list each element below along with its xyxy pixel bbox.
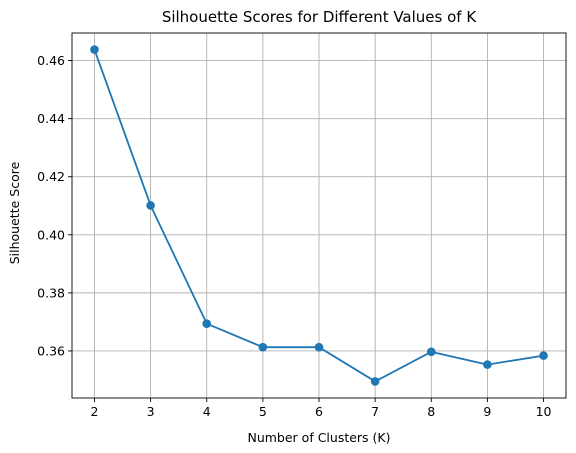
y-axis: 0.36 0.38 0.40 0.42 0.44 0.46 — [37, 53, 72, 358]
data-point — [314, 342, 324, 352]
data-point — [370, 377, 380, 386]
x-tick-label: 9 — [483, 404, 491, 419]
y-axis-label: Silhouette Score — [7, 161, 22, 264]
x-axis: 2 3 4 5 6 7 8 9 10 — [90, 398, 552, 419]
y-tick-label: 0.36 — [37, 343, 65, 358]
data-point — [539, 351, 548, 360]
x-tick-label: 6 — [315, 404, 323, 419]
y-tick-label: 0.46 — [37, 53, 65, 68]
x-tick-label: 8 — [427, 404, 435, 419]
data-point — [258, 342, 268, 352]
series-layer — [90, 45, 548, 386]
data-point — [146, 201, 155, 210]
y-tick-label: 0.40 — [37, 227, 65, 242]
data-point — [202, 319, 212, 328]
y-tick-label: 0.44 — [37, 111, 65, 126]
x-tick-label: 5 — [259, 404, 267, 419]
y-tick-label: 0.38 — [37, 285, 65, 300]
data-point — [90, 45, 99, 54]
grid — [72, 33, 566, 398]
data-point — [483, 360, 492, 369]
data-point — [426, 347, 436, 357]
y-tick-label: 0.42 — [37, 169, 65, 184]
x-tick-label: 2 — [90, 404, 98, 419]
x-tick-label: 10 — [536, 404, 552, 419]
x-axis-label: Number of Clusters (K) — [247, 430, 390, 445]
chart-title: Silhouette Scores for Different Values o… — [162, 8, 478, 26]
x-tick-label: 3 — [147, 404, 155, 419]
x-tick-label: 7 — [371, 404, 379, 419]
x-tick-label: 4 — [203, 404, 211, 419]
